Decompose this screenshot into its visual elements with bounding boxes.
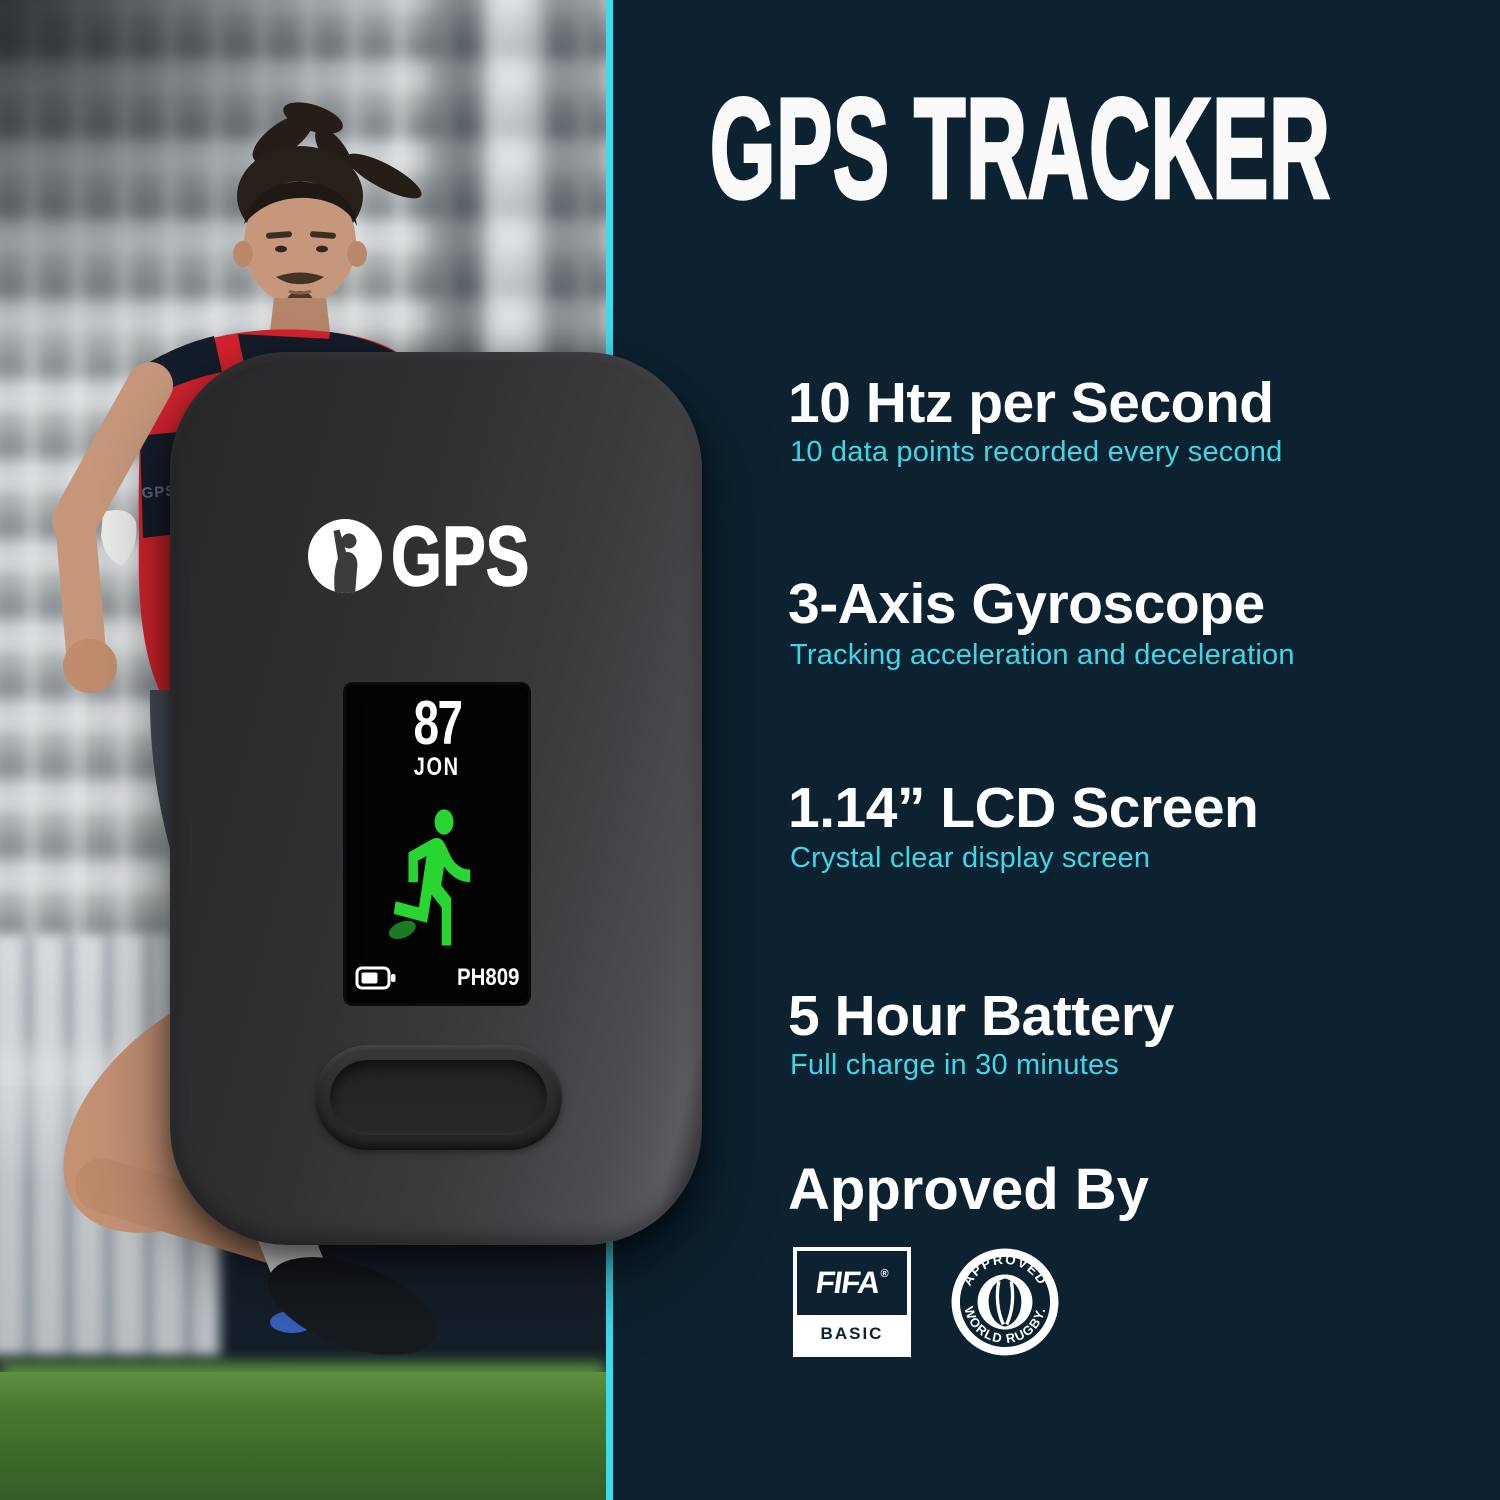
fifa-badge: FIFA ® BASIC — [793, 1247, 911, 1357]
jersey-print-text: GPS — [141, 483, 177, 502]
feature-subtitle-refresh-rate: 10 data points recorded every second — [790, 436, 1283, 468]
person-silhouette-icon — [333, 529, 358, 593]
running-person-icon — [388, 809, 471, 946]
jersey-white-patch — [101, 509, 137, 566]
registered-mark-icon: ® — [880, 1268, 889, 1280]
battery-icon — [355, 966, 396, 990]
ear-right — [347, 241, 367, 267]
device-button-inner — [330, 1060, 547, 1135]
fifa-label: FIFA — [813, 1265, 883, 1300]
brand-text: GPS — [390, 509, 530, 603]
face — [244, 181, 356, 305]
feature-heading-battery: 5 Hour Battery — [788, 984, 1174, 1048]
feature-heading-refresh-rate: 10 Htz per Second — [788, 371, 1274, 435]
gps-device: GPS 87 JON PH809 — [170, 352, 702, 1245]
grass-field — [0, 1372, 606, 1500]
ear-left — [233, 241, 253, 267]
screen-status-row: PH809 — [346, 964, 528, 992]
feature-subtitle-lcd-screen: Crystal clear display screen — [790, 842, 1151, 874]
player-number: 87 — [412, 689, 463, 758]
page-title: GPS TRACKER — [709, 67, 1331, 230]
back-shoe-shape — [388, 920, 416, 940]
feature-heading-lcd-screen: 1.14” LCD Screen — [788, 776, 1259, 840]
approved-by-heading: Approved By — [788, 1157, 1149, 1222]
brand-logo: GPS — [308, 509, 568, 603]
approval-badges: FIFA ® BASIC APPROVED WORLD RUGBY. — [793, 1246, 1061, 1358]
feature-heading-gyroscope: 3-Axis Gyroscope — [788, 572, 1265, 636]
hair-fringe — [244, 181, 357, 226]
brand-circle-icon — [308, 519, 382, 593]
world-rugby-badge: APPROVED WORLD RUGBY. — [951, 1248, 1059, 1356]
device-model: PH809 — [456, 964, 519, 991]
feature-subtitle-battery: Full charge in 30 minutes — [790, 1049, 1119, 1081]
fifa-badge-top: FIFA ® — [797, 1251, 907, 1315]
fifa-badge-bottom: BASIC — [797, 1315, 907, 1353]
feature-subtitle-gyroscope: Tracking acceleration and deceleration — [790, 639, 1295, 671]
device-button — [315, 1045, 562, 1150]
boot — [268, 1257, 436, 1355]
device-screen: 87 JON PH809 — [346, 685, 528, 1003]
info-panel: GPS TRACKER 10 Htz per Second 10 data po… — [613, 0, 1500, 1500]
fifa-tier-label: BASIC — [820, 1324, 884, 1343]
near-arm — [52, 362, 173, 693]
player-name: JON — [414, 753, 460, 782]
